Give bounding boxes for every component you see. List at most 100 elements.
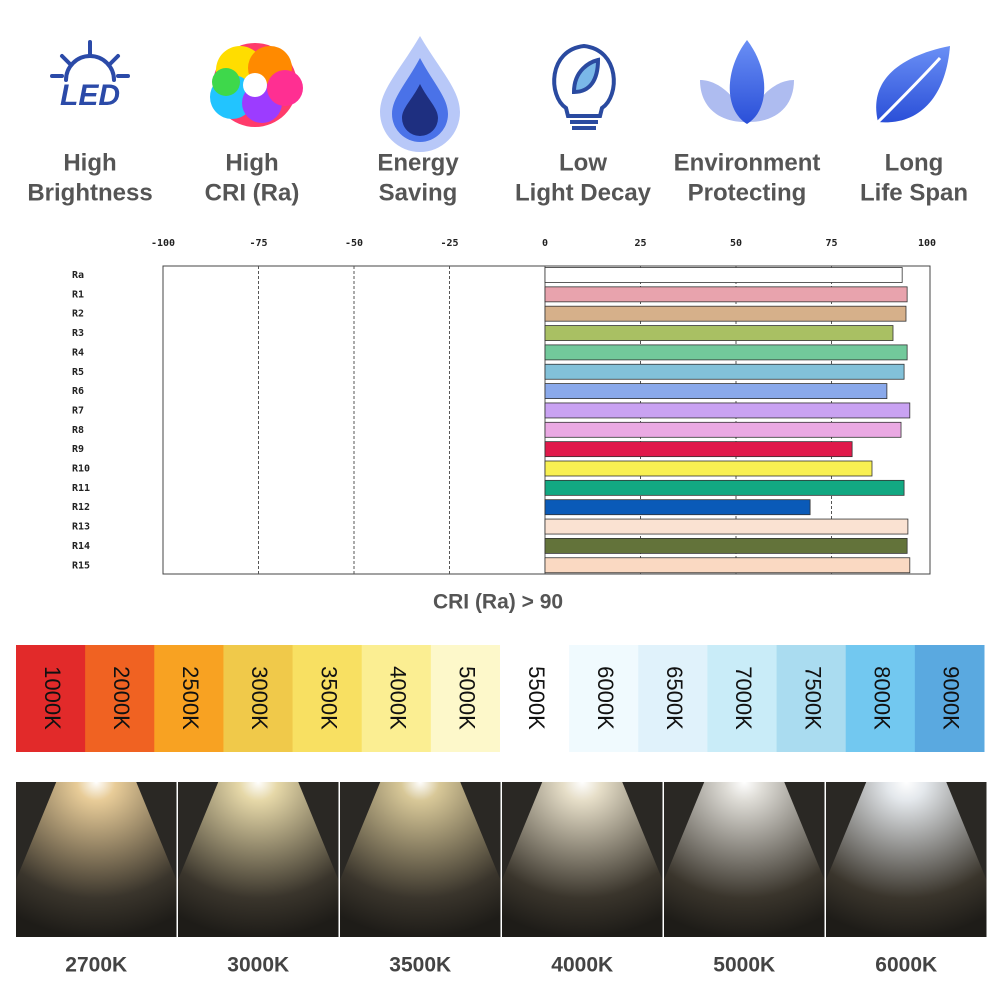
color-swatch [430,645,501,752]
feature-label: Long [885,149,944,176]
color-swatch [569,645,639,752]
feature-label: Saving [379,179,458,206]
x-tick-label: 100 [918,238,936,249]
plot-frame [162,265,931,575]
feature-label: CRI (Ra) [205,179,300,206]
bar [544,460,873,477]
light-cone [502,782,663,937]
swatch-label: 3500K [316,666,341,730]
feature-labels: High Brightness High CRI (Ra) Energy Saving Lo… [27,149,968,206]
y-tick-label: R12 [72,502,90,513]
x-tick-label: 25 [634,238,646,249]
feature-label: High [225,149,278,176]
y-tick-label: R13 [72,522,90,533]
icon-leaf [874,46,950,126]
swatch-label: 2000K [109,666,134,730]
photo-label: 4000K [551,954,613,977]
icon-lotus [700,40,794,124]
y-tick-label: R5 [72,367,84,378]
bar [544,557,911,574]
feature-label: Environment [674,149,821,176]
bar [544,518,909,535]
feature-label: Low [559,149,607,176]
color-swatch [707,645,778,752]
x-tick-label: -50 [345,238,363,249]
photo-label: 6000K [875,954,937,977]
y-tick-label: R6 [72,386,84,397]
color-swatch [16,645,86,752]
x-tick-label: 75 [825,238,837,249]
color-temperature-strip: 1000K 2000K 2500K 3000K 3500K 4000K 5000K 5500K… [16,645,985,752]
swatch-label: 1000K [40,666,65,730]
feature-label: Life Span [860,179,968,206]
cri-chart: -100 -75 -50 -25 0 25 50 75 100 Ra R1 R2 R3 R4 R5 R6 R7 R… [72,238,936,575]
bar [544,421,902,438]
feature-label: Brightness [27,179,152,206]
light-cone [340,782,501,937]
y-tick-label: R1 [72,289,84,300]
swatch-label: 3000K [247,666,272,730]
bar [544,441,853,458]
bar [544,305,907,322]
swatch-label: 4000K [385,666,410,730]
bar [544,479,905,496]
light-cone [664,782,825,937]
bar [544,383,888,400]
bar [544,325,894,341]
light-cone [16,782,177,937]
icon-cri [210,43,303,127]
y-tick-label: R15 [72,560,90,571]
feature-label: High [63,149,116,176]
y-tick-label: R7 [72,405,84,416]
y-tick-label: R3 [72,328,84,339]
bar [544,499,811,516]
x-tick-label: -100 [151,238,175,249]
y-tick-label: R8 [72,425,84,436]
swatch-label: 5500K [524,666,549,730]
light-photos: 2700K 3000K 3500K 4000K 5000K 6000K [16,782,987,977]
bar [544,402,911,419]
photo-label: 2700K [65,954,127,977]
y-tick-label: R11 [72,483,90,494]
color-swatch [85,645,155,752]
x-tick-label: 0 [542,238,548,249]
x-tick-label: -75 [249,238,267,249]
swatch-label: 8000K [869,666,894,730]
y-tick-label: Ra [72,270,84,281]
color-swatch [914,645,985,752]
color-swatch [776,645,847,752]
y-tick-label: R10 [72,464,90,475]
swatch-label: 7500K [800,666,825,730]
swatch-label: 6500K [662,666,687,730]
light-cone [826,782,987,937]
feature-label: Protecting [688,179,807,206]
color-swatch [638,645,708,752]
light-cone [178,782,339,937]
bar [544,363,905,380]
swatch-label: 2500K [178,666,203,730]
color-swatch [361,645,432,752]
photo-label: 3500K [389,954,451,977]
photo-label: 5000K [713,954,775,977]
x-tick-label: 50 [730,238,742,249]
icon-led [50,40,130,82]
y-tick-label: R2 [72,309,84,320]
bar [544,344,908,361]
color-swatch [223,645,294,752]
color-swatch [500,645,570,752]
photo-label: 3000K [227,954,289,977]
color-swatch [292,645,363,752]
y-tick-label: R14 [72,541,90,552]
chart-caption: CRI (Ra) > 90 [433,591,563,614]
swatch-label: 5000K [455,666,480,730]
bar [544,286,908,303]
icon-text: LED [60,79,120,112]
bar [544,267,903,283]
feature-label: Energy [377,149,459,176]
color-swatch [845,645,916,752]
icon-energy [380,36,460,152]
y-tick-label: R4 [72,347,84,358]
x-tick-label: -25 [440,238,458,249]
